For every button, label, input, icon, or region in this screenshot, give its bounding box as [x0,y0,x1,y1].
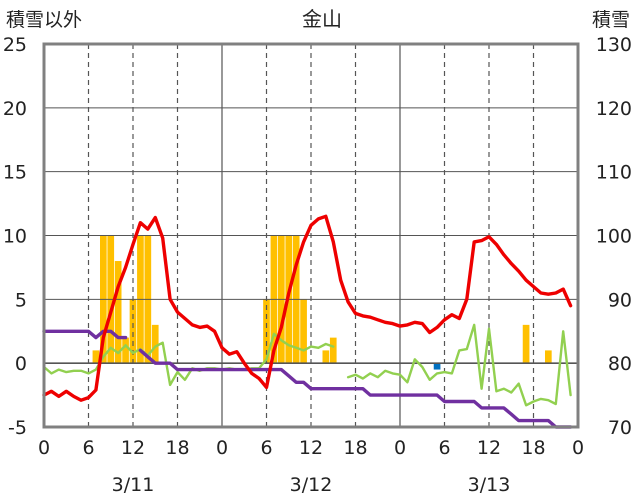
precipitation-bar [129,299,137,364]
grid-layer [44,44,578,427]
snow-depth-line [138,348,573,429]
precipitation-bar [263,299,270,364]
left-tick-label: 25 [3,34,27,56]
precipitation-bar [522,324,530,364]
line-layer [42,214,573,429]
right-tick-label: 130 [596,34,632,56]
right-tick-label: 70 [608,417,632,439]
wind-line [42,332,335,387]
x-tick-label: 18 [165,437,189,459]
right-tick-label: 110 [596,162,632,184]
precipitation-bar [151,324,159,364]
left-tick-label: 10 [3,226,27,248]
date-label: 3/12 [290,474,333,496]
x-tick-label: 0 [216,437,228,459]
x-tick-label: 6 [82,437,94,459]
snow-depth-line [42,329,128,340]
precipitation-bar [300,299,307,364]
wind-line [346,323,572,407]
precipitation-bar [122,337,129,364]
x-tick-label: 12 [121,437,145,459]
date-label: 3/13 [468,474,511,496]
temperature-line [42,214,573,402]
left-tick-label: 20 [3,98,27,120]
precipitation-bar [329,337,337,364]
x-tick-label: 0 [572,437,584,459]
x-tick-label: 12 [477,437,501,459]
x-tick-label: 0 [38,437,50,459]
label-layer: 積雪以外 金山 積雪 -5051015202570809010011012013… [3,7,632,496]
right-tick-label: 120 [596,98,632,120]
x-tick-label: 18 [521,437,545,459]
right-tick-label: 100 [596,226,632,248]
precipitation-bar [544,350,552,364]
plot-frame [42,42,580,429]
x-tick-label: 12 [299,437,323,459]
x-tick-label: 6 [438,437,450,459]
right-tick-label: 90 [608,289,632,311]
x-tick-label: 18 [343,437,367,459]
right-tick-label: 80 [608,353,632,375]
left-tick-label: 0 [15,353,27,375]
precipitation-bar [322,350,330,364]
left-tick-label: 15 [3,162,27,184]
left-axis-title: 積雪以外 [6,9,82,31]
left-tick-label: -5 [8,417,27,439]
right-axis-title: 積雪 [592,9,630,31]
precipitation-bar [92,350,100,364]
x-tick-label: 0 [394,437,406,459]
bar-layer [92,235,552,370]
date-label: 3/11 [112,474,155,496]
precipitation-bar [114,261,122,364]
special-bar [433,363,441,370]
x-tick-label: 6 [260,437,272,459]
left-tick-label: 5 [15,289,27,311]
chart-title: 金山 [302,7,342,31]
